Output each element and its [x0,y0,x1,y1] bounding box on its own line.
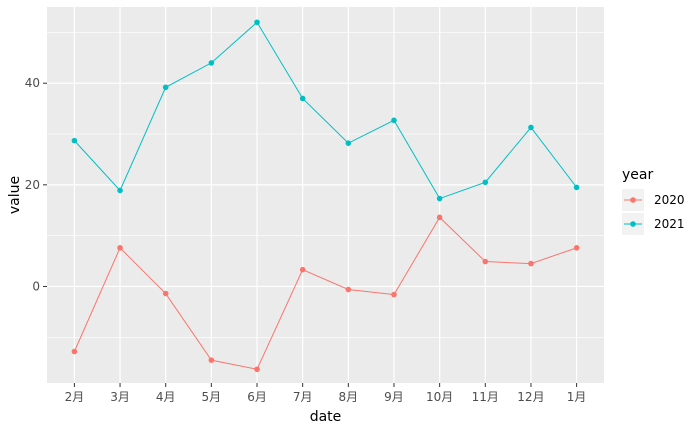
legend-title: year [622,167,653,183]
data-point-2020 [117,245,123,251]
x-tick-label: 10月 [426,390,453,404]
data-point-2021 [345,140,352,146]
data-point-2020 [254,366,260,373]
data-point-2020 [299,266,306,273]
data-point-2020 [482,258,489,265]
data-point-2021 [482,179,489,186]
data-point-2020 [345,286,352,293]
data-point-2020 [162,290,169,297]
legend-label: 2020 [654,193,685,207]
x-tick-label: 11月 [472,390,499,404]
minor-gridlines [47,32,604,338]
data-point-2021 [528,124,534,131]
y-axis: 0 20 40 [25,76,47,293]
major-gridlines [47,7,604,383]
legend-label: 2021 [654,217,685,231]
x-tick-label: 6月 [247,390,267,404]
data-point-2020 [208,357,215,363]
x-tick-label: 8月 [339,390,359,404]
data-point-2021 [117,187,123,194]
x-axis-title: date [310,409,342,425]
x-tick-label: 4月 [156,390,176,404]
x-tick-label: 12月 [517,390,544,404]
series-line-2020 [73,216,577,370]
legend-key-point [630,221,636,227]
series-layer [71,19,580,373]
y-tick-label: 20 [25,178,40,192]
legend-key-point [630,197,636,203]
data-point-2021 [436,195,443,202]
legend: year 2020 2021 [622,167,685,235]
data-point-2021 [162,84,169,91]
plot-panel [47,7,604,383]
x-tick-label: 5月 [202,390,222,404]
data-point-2020 [528,260,534,267]
x-axis: 2月 3月 4月 5月 6月 7月 8月 9月 10月 11月 12月 1月 [65,383,587,404]
series-line-2021 [74,21,578,200]
data-point-2021 [254,19,260,26]
data-point-2020 [391,291,397,298]
data-point-2021 [573,184,580,191]
data-point-2021 [299,95,306,102]
x-tick-label: 2月 [65,390,85,404]
y-tick-label: 0 [32,279,40,293]
x-tick-label: 3月 [110,390,130,404]
data-point-2021 [71,137,78,144]
y-axis-title: value [7,176,23,214]
data-point-2020 [436,214,443,221]
x-tick-label: 7月 [293,390,313,404]
data-point-2021 [391,117,397,124]
data-point-2020 [573,245,580,251]
data-point-2021 [208,60,215,66]
data-point-2020 [71,348,78,355]
x-tick-label: 9月 [384,390,404,404]
x-tick-label: 1月 [567,390,587,404]
y-tick-label: 40 [25,76,40,90]
